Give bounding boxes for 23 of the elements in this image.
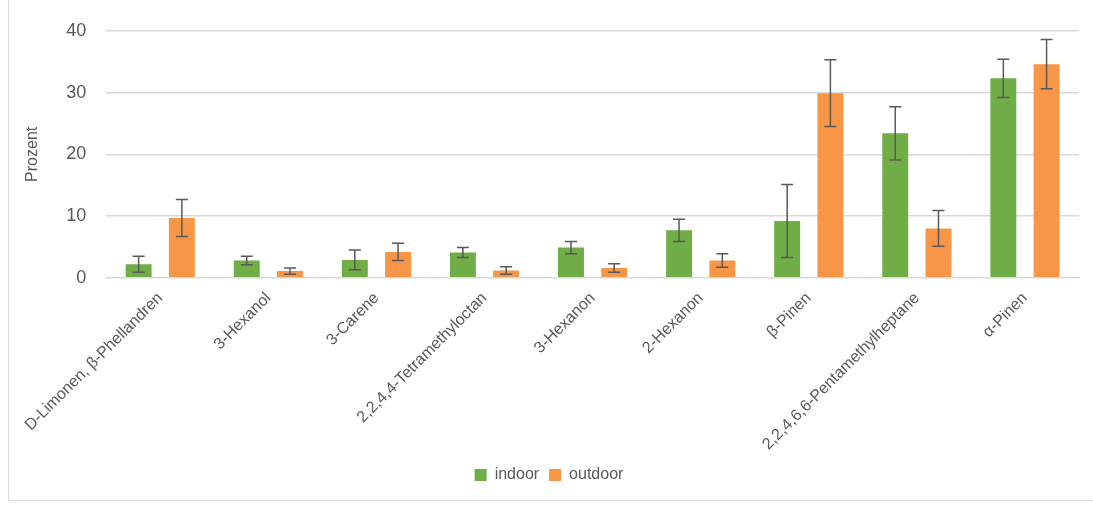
y-axis-title: Prozent bbox=[23, 126, 41, 182]
bar bbox=[817, 93, 844, 278]
bar bbox=[990, 78, 1017, 278]
y-tick-label: 20 bbox=[66, 143, 87, 164]
y-tick-label: 30 bbox=[66, 81, 87, 102]
bar bbox=[449, 252, 476, 278]
bar bbox=[709, 260, 736, 278]
y-tick-label: 40 bbox=[66, 19, 87, 40]
bar bbox=[168, 217, 195, 278]
bar bbox=[882, 133, 909, 278]
bar bbox=[774, 221, 801, 278]
y-tick-label: 0 bbox=[76, 266, 87, 287]
bar bbox=[341, 259, 368, 278]
y-tick-label: 10 bbox=[66, 205, 87, 226]
bar bbox=[125, 264, 152, 278]
bar bbox=[385, 251, 412, 278]
bar bbox=[233, 260, 260, 278]
bar bbox=[558, 247, 584, 278]
bar bbox=[925, 228, 952, 278]
bar bbox=[666, 230, 693, 278]
legend-label: indoor bbox=[494, 465, 540, 483]
bar bbox=[1033, 64, 1060, 278]
legend-label: outdoor bbox=[569, 465, 625, 483]
